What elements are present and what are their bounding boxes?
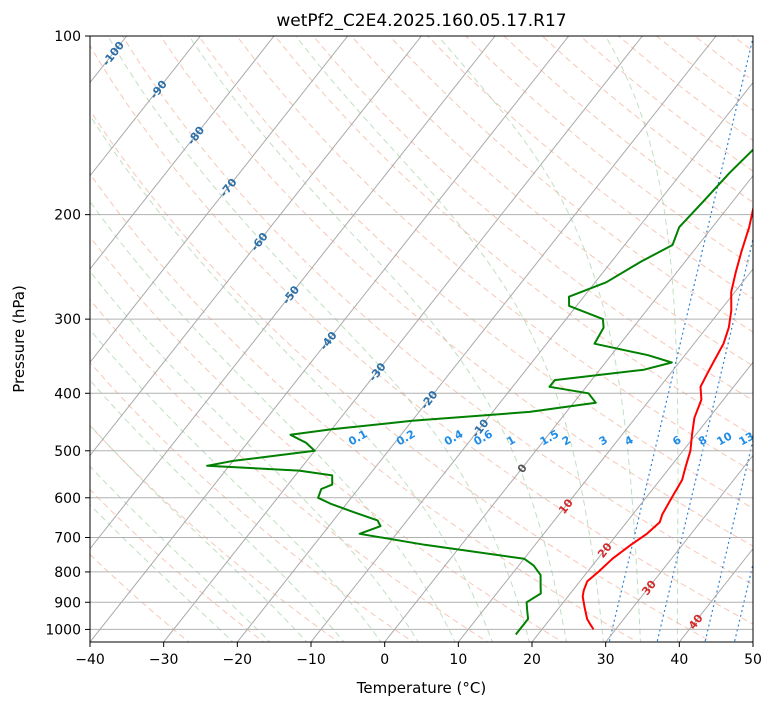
y-tick-label: 500 [54,444,81,460]
plot-frame [90,36,753,642]
dry-adiabat-line [84,36,775,644]
temperature-line [583,36,775,629]
mixing-ratio-label: 1.5 [538,427,561,448]
mixing-ratio-label: 16 [759,429,775,448]
dry-adiabat-line [0,36,267,644]
isotherm-label: -80 [185,123,208,147]
dry-adiabat-line [351,36,775,644]
isotherm-line [311,36,775,642]
isotherm-label: 20 [595,540,615,560]
y-tick-label: 400 [54,386,81,402]
profile-series [207,36,775,635]
dry-adiabat-line [313,36,775,644]
x-tick-label: 20 [523,652,541,668]
isotherm-label: 0 [515,461,530,475]
x-tick-label: −10 [296,652,326,668]
mixing-ratio-label: 0.2 [394,427,417,448]
dry-adiabats [0,36,775,644]
y-tick-label: 100 [54,29,81,45]
mixing-ratio-label: 6 [670,433,683,448]
y-tick-label: 300 [54,312,81,328]
x-axis-ticks: −40 −30 −20 −10 0 10 20 30 40 50 [75,642,762,668]
isotherm-label: -40 [317,329,340,353]
isotherm-line [532,36,775,642]
mixing-ratio-label: 0.4 [442,427,466,448]
x-axis-title: Temperature (°C) [356,679,486,697]
x-tick-label: −20 [223,652,253,668]
isotherm-lines [0,36,775,642]
mixing-ratio-label: 8 [696,433,709,448]
dry-adiabat-line [0,36,491,644]
y-tick-label: 900 [54,595,81,611]
y-tick-label: 200 [54,208,81,224]
mixing-ratio-labels: 0.10.20.40.611.52346810131620253036 [346,427,775,448]
x-tick-label: 50 [744,652,762,668]
isotherm-label: -70 [217,176,240,200]
mixing-ratio-label: 1 [505,433,518,448]
moist-adiabat-line [606,36,678,644]
dry-adiabat-line [0,36,192,644]
isotherm-label: 30 [639,578,659,598]
dry-adiabat-line [237,36,775,644]
y-tick-label: 700 [54,531,81,547]
dewpoint-line [207,36,775,635]
isotherm-line [16,36,495,642]
moist-adiabat-line [108,36,530,644]
dry-adiabat-line [771,36,775,644]
isotherm-line [164,36,643,642]
moist-adiabat-line [0,36,456,644]
y-axis-ticks: 100 200 300 400 500 600 700 800 900 1000 [45,29,90,638]
isotherm-label: -90 [147,78,170,102]
pressure-gridlines [90,36,753,629]
moist-adiabat-line [0,36,346,644]
mixing-ratio-label: 0.1 [346,427,369,448]
mixing-ratio-label: 10 [715,429,735,448]
isotherm-label: -20 [418,388,441,412]
mixing-ratio-line [754,36,775,701]
isotherm-label: 10 [556,496,576,516]
isotherm-label: -100 [100,39,127,69]
plot-area: -100-90-80-70-60-50-40-30-20-10010203040… [0,36,775,701]
x-tick-label: 30 [597,652,615,668]
dry-adiabat-line [275,36,775,644]
moist-adiabat-line [296,36,604,644]
moist-adiabat-line [0,36,309,644]
isotherm-label: -60 [248,230,271,254]
isotherm-line [0,36,348,642]
moist-adiabat-line [189,36,567,644]
isotherm-line [0,36,421,642]
y-tick-label: 1000 [45,622,81,638]
isotherm-line [0,36,200,642]
dry-adiabat-line [0,36,342,644]
x-tick-label: −40 [75,652,105,668]
chart-title: wetPf2_C2E4.2025.160.05.17.R17 [276,11,566,31]
dry-adiabat-line [161,36,775,644]
dry-adiabat-line [733,36,775,644]
isotherm-line [458,36,775,642]
mixing-ratio-label: 2 [560,433,573,448]
dry-adiabat-line [657,36,775,644]
moist-adiabat-line [0,36,420,644]
x-tick-label: 0 [380,652,389,668]
y-tick-label: 600 [54,491,81,507]
isotherm-line [753,36,775,642]
isotherm-line [606,36,775,642]
x-tick-label: 10 [449,652,467,668]
dry-adiabat-line [542,36,775,644]
mixing-ratio-label: 3 [597,433,610,448]
x-tick-label: −30 [149,652,179,668]
y-axis-title: Pressure (hPa) [10,285,28,393]
x-tick-label: 40 [670,652,688,668]
moist-adiabat-line [45,36,494,644]
dry-adiabat-line [122,36,775,644]
y-tick-label: 800 [54,565,81,581]
